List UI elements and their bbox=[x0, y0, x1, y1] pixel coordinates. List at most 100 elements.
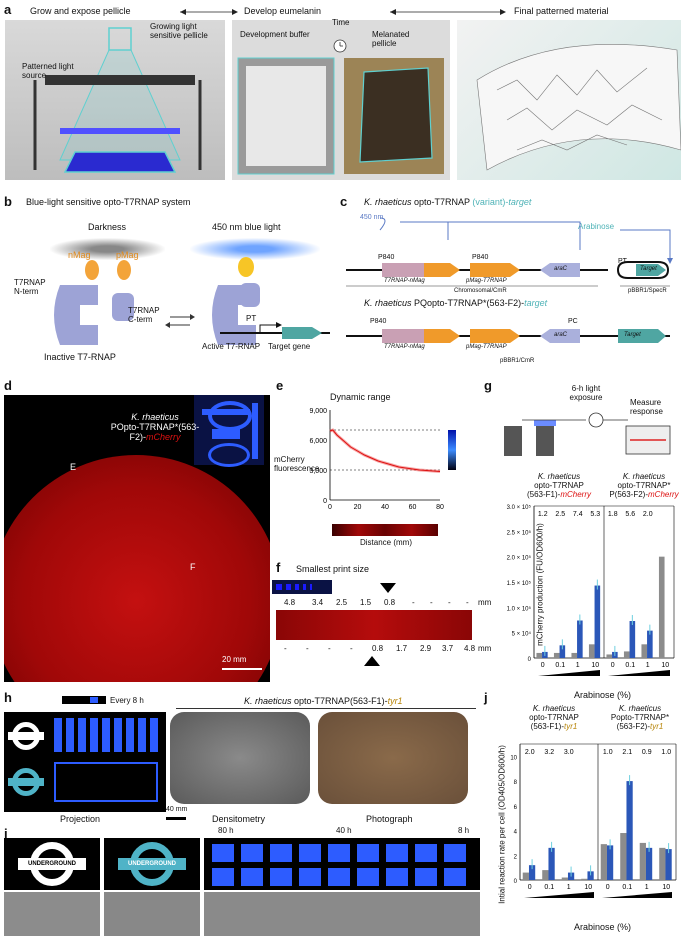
j-bar-light-0-1 bbox=[548, 847, 555, 880]
label-target-gene: Target gene bbox=[268, 342, 311, 351]
i-40h: 40 h bbox=[336, 826, 352, 835]
label-blue-light: 450 nm blue light bbox=[212, 222, 281, 232]
e-xtick-0: 0 bbox=[328, 504, 332, 511]
j-bar-dark-0-2 bbox=[561, 877, 568, 880]
panel-f-label: f bbox=[276, 560, 281, 575]
j-bar-light-1-0 bbox=[606, 845, 614, 880]
panel-i-label: i bbox=[4, 826, 8, 841]
darkness-shade bbox=[50, 238, 165, 260]
j-xtick-1-2: 1 bbox=[645, 884, 649, 891]
g-ratio-1-0: 1.8 bbox=[608, 511, 618, 518]
j-xtick-0-3: 10 bbox=[584, 884, 592, 891]
top-unit: mm bbox=[478, 598, 492, 607]
i-densitometry-3 bbox=[204, 892, 480, 936]
panel-e-label: e bbox=[276, 378, 284, 393]
j-ytick-0: 0 bbox=[514, 879, 518, 885]
label-growing-pellicle: Growing light sensitive pellicle bbox=[150, 22, 208, 40]
scale-bar-h bbox=[166, 817, 186, 820]
j-bar-dark-1-1 bbox=[620, 833, 627, 880]
label-450nm: 450 nm bbox=[360, 214, 384, 221]
j-bar-light-1-2 bbox=[645, 847, 653, 880]
panel-e-ylabel: mCherry fluorescence bbox=[274, 455, 320, 473]
every-8h-label: Every 8 h bbox=[110, 696, 144, 705]
j-bar-light-1-3 bbox=[665, 849, 672, 880]
g-xtick-1-1: 0.1 bbox=[625, 662, 635, 669]
i-densitometry-2 bbox=[104, 892, 200, 936]
j-xlabel: Arabinose (%) bbox=[574, 922, 632, 932]
time-grid bbox=[204, 838, 480, 890]
e-ytick-1: 3,000 bbox=[309, 468, 327, 475]
panel-e-xlabel: Distance (mm) bbox=[360, 538, 413, 547]
j-ratio-1-0: 1.0 bbox=[603, 749, 613, 756]
panel-d-title: K. rhaeticus POpto-T7RNAP*(563-F2)-mCher… bbox=[110, 412, 200, 442]
opto-t7-diagram bbox=[54, 257, 330, 345]
scale-bar-d bbox=[222, 668, 262, 670]
c-pbbr-cm: pBBR1/CmR bbox=[500, 358, 535, 364]
h-photograph: Photograph bbox=[366, 814, 413, 824]
g-bar-light-1-2 bbox=[647, 630, 653, 658]
h-densitometry: Densitometry bbox=[212, 814, 266, 824]
panel-c-title2: K. rhaeticus PQopto-T7RNAP*(563-F2)-targ… bbox=[364, 298, 548, 308]
g-ratio-0-0: 1.2 bbox=[538, 511, 548, 518]
j-ytick-3: 6 bbox=[514, 805, 518, 811]
e-ytick-2: 6,000 bbox=[309, 438, 327, 445]
h-projection: Projection bbox=[60, 814, 101, 824]
e-xtick-4: 80 bbox=[436, 504, 444, 511]
i-densitometry-1 bbox=[4, 892, 100, 936]
panel-c-title1: K. rhaeticus opto-T7RNAP (variant)-targe… bbox=[364, 197, 532, 207]
reaction-rate-bar-chart: 0 2 4 6 8 10 0 0.1 1 10 2.0 3.2 3.0 0 0.1 1 10 1.0 2.1 0.9 1… bbox=[510, 743, 677, 898]
marker-e: E bbox=[70, 462, 77, 472]
j-xtick-0-0: 0 bbox=[528, 884, 532, 891]
c-chromo: Chromosomal/CmR bbox=[454, 288, 507, 294]
label-pt: PT bbox=[246, 314, 257, 323]
g-ratio-0-2: 7.4 bbox=[573, 511, 583, 518]
blue-colorbar bbox=[448, 430, 456, 470]
g-bar-dark-1-0 bbox=[606, 654, 613, 658]
g-bar-dark-1-1 bbox=[623, 651, 630, 658]
g-ratio-1-1: 5.6 bbox=[625, 511, 635, 518]
j-bar-dark-1-3 bbox=[659, 847, 666, 880]
g-ytick-4: 2.0 × 10⁵ bbox=[507, 555, 532, 562]
label-inactive: Inactive T7-RNAP bbox=[44, 352, 116, 362]
j-xtick-1-0: 0 bbox=[606, 884, 610, 891]
g-bar-dark-0-0 bbox=[536, 652, 543, 658]
fluorescence-strip bbox=[332, 524, 438, 536]
label-pmag: pMag bbox=[116, 250, 139, 260]
j-xtick-0-1: 0.1 bbox=[544, 884, 554, 891]
j-ytick-2: 4 bbox=[514, 830, 518, 836]
develop-photo bbox=[232, 20, 450, 180]
j-ratio-0-1: 3.2 bbox=[544, 749, 554, 756]
densitometry-image bbox=[170, 712, 310, 804]
g-ytick-5: 2.5 × 10⁵ bbox=[507, 529, 532, 536]
panel-a-label: a bbox=[4, 2, 12, 17]
g-ytick-3: 1.5 × 10⁵ bbox=[507, 580, 532, 587]
g-strain2: K. rhaeticus opto-T7RNAP* P(563-F2)-mCherr… bbox=[609, 472, 679, 499]
g-wedge-1 bbox=[608, 670, 670, 676]
j-ratio-0-0: 2.0 bbox=[525, 749, 535, 756]
c-p840-b: P840 bbox=[472, 254, 489, 261]
g-bar-dark-0-3 bbox=[588, 644, 595, 658]
g-xtick-1-2: 1 bbox=[646, 662, 650, 669]
g-ratio-1-2: 2.0 bbox=[643, 511, 653, 518]
label-darkness: Darkness bbox=[88, 222, 127, 232]
g-strain1: K. rhaeticus opto-T7RNAP (563-F1)-mCherry bbox=[526, 472, 591, 499]
g-xtick-1-3: 10 bbox=[661, 662, 669, 669]
scale-20mm: 20 mm bbox=[222, 655, 247, 664]
g-ytick-1: 5 × 10⁴ bbox=[512, 631, 532, 638]
e-series-band bbox=[329, 428, 441, 473]
j-bar-light-0-3 bbox=[587, 871, 594, 880]
e-ytick-0: 0 bbox=[323, 498, 327, 505]
construct-diagram bbox=[346, 217, 673, 343]
g-measure: Measure response bbox=[630, 398, 663, 416]
every-8h-swatch bbox=[62, 696, 106, 704]
panel-b-label: b bbox=[4, 194, 12, 209]
step-grow: Grow and expose pellicle bbox=[30, 6, 131, 16]
roundel-teal: UNDERGROUND bbox=[104, 838, 200, 890]
label-active: Active T7-RNAP bbox=[202, 342, 261, 351]
c-gene1-b: T7RNAP-nMag bbox=[384, 344, 425, 350]
mcherry-bar-chart: 0 5 × 10⁴ 1.0 × 10⁵ 1.5 × 10⁵ 2.0 × 10⁵ 2.5 ×… bbox=[507, 504, 675, 676]
j-ytick-5: 10 bbox=[510, 755, 517, 761]
g-light: 6-h light exposure bbox=[569, 384, 603, 402]
e-ytick-3: 9,000 bbox=[309, 408, 327, 415]
e-xtick-2: 40 bbox=[381, 504, 389, 511]
